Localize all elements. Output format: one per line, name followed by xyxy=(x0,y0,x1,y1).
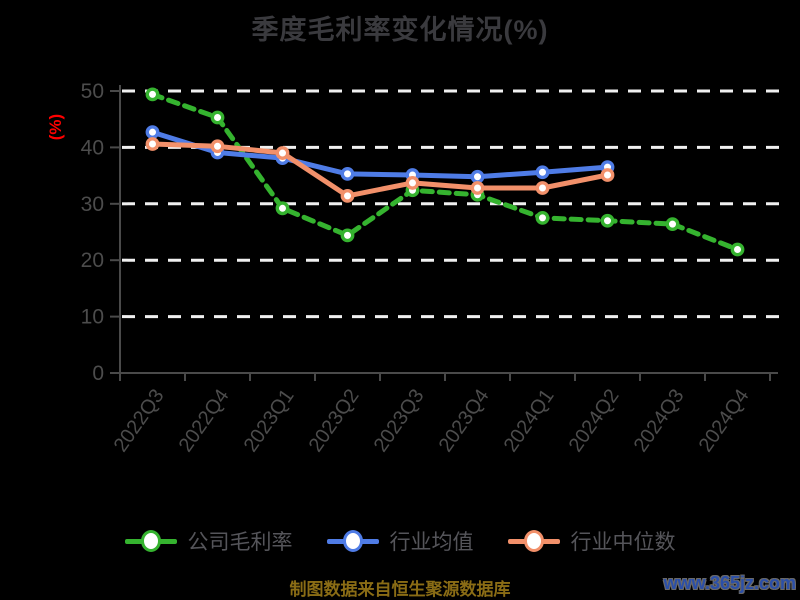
data-point-marker xyxy=(665,217,680,232)
legend-line-marker-icon xyxy=(326,529,379,553)
legend-item-industry-median[interactable]: 行业中位数 xyxy=(507,526,676,556)
data-point-marker xyxy=(340,167,355,181)
x-axis-tick-label: 2024Q1 xyxy=(500,385,559,456)
y-axis-tick-label: 10 xyxy=(81,306,104,329)
legend-line-marker-icon xyxy=(124,529,177,553)
data-point-marker xyxy=(535,181,550,195)
series-line-2 xyxy=(150,141,610,199)
data-point-marker xyxy=(210,110,225,125)
data-point-marker xyxy=(340,189,355,203)
legend-item-company-gross-margin[interactable]: 公司毛利率 xyxy=(124,526,293,556)
data-point-marker xyxy=(275,201,290,216)
y-axis-unit-label: (%) xyxy=(46,114,65,140)
data-point-marker xyxy=(470,169,485,184)
legend-item-industry-mean[interactable]: 行业均值 xyxy=(326,526,474,556)
site-watermark-link[interactable]: www.365jz.com xyxy=(663,573,796,593)
data-source-note: 制图数据来自恒生聚源数据库 xyxy=(289,580,511,599)
series-line-1 xyxy=(150,129,610,180)
y-axis-tick-label: 0 xyxy=(92,362,104,385)
data-point-marker xyxy=(145,125,160,140)
data-point-marker xyxy=(275,146,290,160)
x-axis-tick-label: 2023Q3 xyxy=(370,385,429,456)
legend-line-marker-icon xyxy=(507,529,560,553)
x-axis-tick-label: 2022Q3 xyxy=(110,385,169,456)
y-axis-tick-label: 40 xyxy=(81,136,104,159)
x-axis-tick-label: 2024Q3 xyxy=(630,385,689,456)
x-axis-tick-label: 2024Q2 xyxy=(565,385,624,456)
legend: 公司毛利率 行业均值 行业中位数 xyxy=(0,526,800,556)
data-point-marker xyxy=(730,242,745,257)
x-axis-tick-label: 2024Q4 xyxy=(695,385,754,456)
legend-label: 行业中位数 xyxy=(570,531,676,554)
x-axis-tick-label: 2023Q4 xyxy=(435,385,494,456)
series-line-0 xyxy=(150,91,740,252)
data-point-marker xyxy=(405,176,420,190)
y-axis-tick-label: 30 xyxy=(81,193,104,216)
chart-title: 季度毛利率变化情况(%) xyxy=(251,15,549,45)
x-axis-tick-label: 2023Q1 xyxy=(240,385,299,456)
x-axis-tick-label: 2022Q4 xyxy=(175,385,234,456)
data-point-marker xyxy=(340,228,355,243)
data-point-marker xyxy=(145,87,160,102)
legend-label: 公司毛利率 xyxy=(187,531,293,554)
y-axis-tick-label: 20 xyxy=(81,249,104,272)
data-point-marker xyxy=(470,181,485,195)
data-point-marker xyxy=(145,137,160,151)
y-axis-tick-label: 50 xyxy=(81,80,104,103)
data-point-marker xyxy=(535,210,550,225)
data-point-marker xyxy=(600,213,615,228)
data-point-marker xyxy=(210,139,225,154)
data-point-marker xyxy=(600,168,615,182)
data-point-marker xyxy=(535,165,550,180)
legend-label: 行业均值 xyxy=(389,531,474,554)
x-axis-tick-label: 2023Q2 xyxy=(305,385,364,456)
